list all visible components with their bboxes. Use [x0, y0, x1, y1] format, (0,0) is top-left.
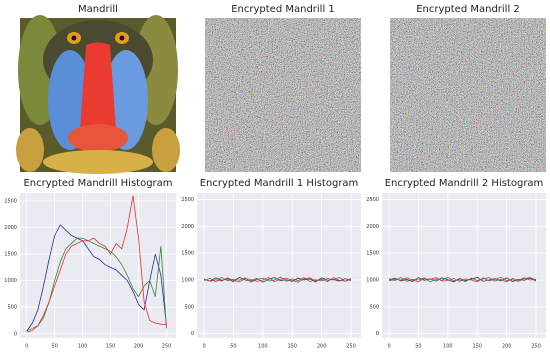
- image-title: Encrypted Mandrill 2: [416, 4, 520, 15]
- x-tick-label: 150: [287, 344, 297, 350]
- x-tick-label: 50: [415, 344, 421, 350]
- y-tick-label: 500: [184, 304, 194, 310]
- x-tick-label: 50: [51, 344, 57, 350]
- x-tick-label: 100: [443, 344, 453, 350]
- encrypted-image: [205, 18, 361, 172]
- histogram-line: [388, 276, 537, 283]
- y-tick-label: 1000: [4, 278, 17, 284]
- y-tick-label: 1000: [366, 278, 379, 284]
- mandrill-image: [16, 15, 180, 174]
- y-tick-label: 1500: [181, 251, 194, 257]
- chart-title: Encrypted Mandrill Histogram: [23, 178, 172, 189]
- x-tick-label: 150: [106, 344, 116, 350]
- x-tick-label: 250: [531, 344, 541, 350]
- histogram-line: [203, 276, 352, 283]
- x-tick-label: 200: [134, 344, 144, 350]
- histogram-line: [388, 276, 537, 283]
- x-tick-label: 0: [387, 344, 390, 350]
- x-tick-label: 150: [472, 344, 482, 350]
- x-tick-label: 250: [346, 344, 356, 350]
- y-tick-label: 2000: [366, 224, 379, 230]
- image-title: Encrypted Mandrill 1: [231, 4, 335, 15]
- plot-area: [197, 193, 361, 338]
- y-tick-label: 500: [7, 305, 17, 311]
- encrypted-image: [390, 18, 546, 172]
- y-tick-label: 500: [369, 304, 379, 310]
- plot-area: [20, 193, 176, 338]
- chart-title: Encrypted Mandrill 1 Histogram: [200, 178, 359, 189]
- plot-area: [382, 193, 546, 338]
- x-tick-label: 250: [162, 344, 172, 350]
- y-tick-label: 2500: [366, 197, 379, 203]
- x-tick-label: 50: [230, 344, 236, 350]
- y-tick-label: 2000: [4, 225, 17, 231]
- x-tick-label: 200: [317, 344, 327, 350]
- histogram-line: [26, 195, 167, 333]
- x-tick-label: 200: [502, 344, 512, 350]
- histogram-line: [203, 276, 352, 283]
- histogram-line: [388, 276, 537, 283]
- y-tick-label: 0: [14, 331, 17, 337]
- x-tick-label: 0: [25, 344, 28, 350]
- x-tick-label: 0: [202, 344, 205, 350]
- y-tick-label: 2500: [181, 197, 194, 203]
- x-tick-label: 100: [258, 344, 268, 350]
- x-tick-label: 100: [78, 344, 88, 350]
- y-tick-label: 0: [376, 331, 379, 337]
- y-tick-label: 1500: [366, 251, 379, 257]
- y-tick-label: 0: [191, 331, 194, 337]
- y-tick-label: 2500: [4, 198, 17, 204]
- histogram-line: [203, 277, 352, 283]
- y-tick-label: 2000: [181, 224, 194, 230]
- histogram-line: [26, 224, 167, 332]
- y-tick-label: 1000: [181, 278, 194, 284]
- y-tick-label: 1500: [4, 252, 17, 258]
- chart-title: Encrypted Mandrill 2 Histogram: [385, 178, 544, 189]
- image-title: Mandrill: [78, 4, 118, 15]
